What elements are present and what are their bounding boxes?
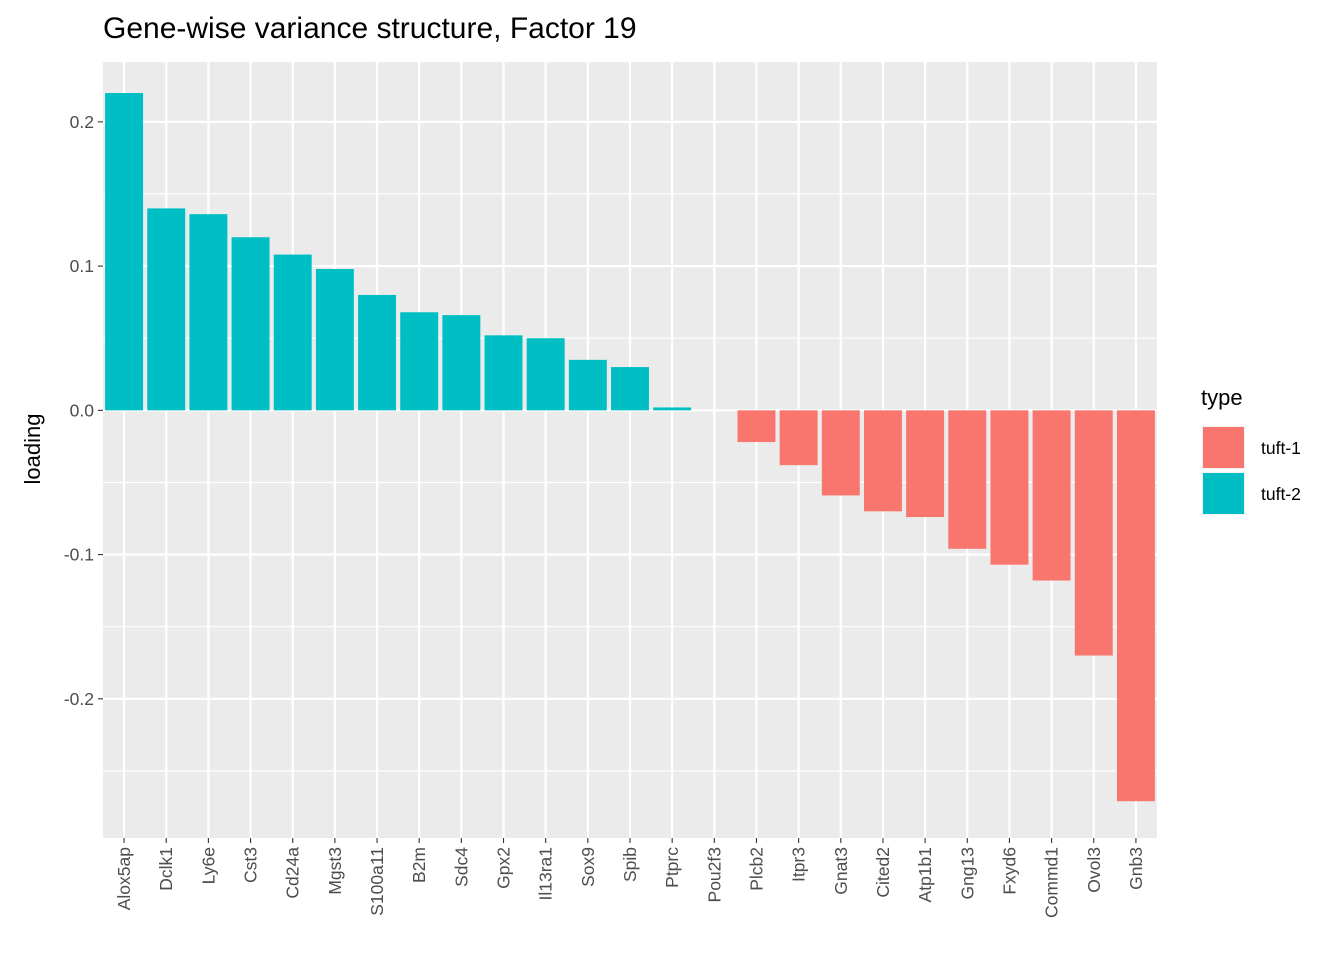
x-axis: Alox5ap Dclk1 Ly6e Cst3 Cd24a Mgst3 S100a11 B2m… [114,838,1146,918]
x-tick-label: Mgst3 [325,847,345,895]
x-tick-label: Gnb3 [1126,847,1146,890]
bar-fxyd6 [990,410,1029,565]
x-tick-label: Pou2f3 [704,847,724,902]
legend-swatch-tuft-2 [1203,473,1244,514]
x-tick-label: Atp1b1 [915,847,935,902]
legend: type tuft-1 tuft-2 [1201,385,1301,515]
y-tick-label: -0.2 [64,689,94,709]
bar-ly6e [189,214,228,411]
x-tick-label: Fxyd6 [999,847,1019,895]
x-tick-label: Plcb2 [746,847,766,891]
x-tick-label: S100a11 [367,847,387,916]
legend-label: tuft-2 [1261,484,1301,504]
x-tick-label: Dclk1 [156,847,176,891]
legend-swatch-tuft-1 [1203,427,1244,468]
bar-sox9 [568,359,607,411]
bar-atp1b1 [906,410,945,518]
bar-cst3 [231,237,270,411]
y-axis: -0.2 -0.1 0.0 0.1 0.2 [64,112,103,709]
x-tick-label: Ly6e [198,847,218,884]
y-tick-label: 0.0 [70,400,95,420]
bar-commd1 [1032,410,1071,581]
bar-spib [611,367,649,411]
x-tick-label: Gpx2 [494,847,514,889]
bar-gnb3 [1116,410,1155,802]
x-tick-label: Cst3 [241,847,261,883]
x-tick-label: Itpr3 [789,847,809,882]
y-axis-title: loading [20,414,45,485]
x-tick-label: Il13ra1 [536,847,556,901]
bar-s100a11 [358,294,397,411]
legend-title: type [1201,385,1243,410]
x-tick-label: Cited2 [873,847,893,898]
x-tick-label: Sdc4 [451,847,471,887]
x-tick-label: Spib [620,847,640,882]
bar-mgst3 [315,268,354,411]
bars [105,93,1155,802]
x-tick-label: Sox9 [578,847,598,887]
y-tick-label: -0.1 [64,545,94,565]
x-tick-label: Cd24a [283,847,303,899]
bar-plcb2 [737,410,776,443]
x-tick-label: Ptprc [662,847,682,888]
bar-dclk1 [147,208,186,411]
x-tick-label: Commd1 [1042,847,1062,918]
bar-b2m [400,312,439,411]
x-tick-label: Gng13 [957,847,977,900]
bar-cited2 [863,410,902,512]
bar-cd24a [273,254,312,411]
bar-ptprc [653,407,692,411]
legend-label: tuft-1 [1261,438,1301,458]
bar-gnat3 [821,410,860,496]
y-tick-label: 0.1 [70,256,94,276]
bar-ovol3 [1074,410,1113,656]
bar-sdc4 [442,315,481,411]
x-tick-label: B2m [409,847,429,883]
bar-gng13 [948,410,987,549]
chart-title: Gene-wise variance structure, Factor 19 [103,12,637,45]
x-tick-label: Alox5ap [114,847,134,910]
x-tick-label: Ovol3 [1084,847,1104,893]
y-tick-label: 0.2 [70,112,94,132]
bar-il13ra1 [526,338,565,411]
x-tick-label: Gnat3 [831,847,851,895]
bar-itpr3 [779,410,818,466]
bar-alox5ap [105,93,144,411]
bar-gpx2 [484,335,523,411]
